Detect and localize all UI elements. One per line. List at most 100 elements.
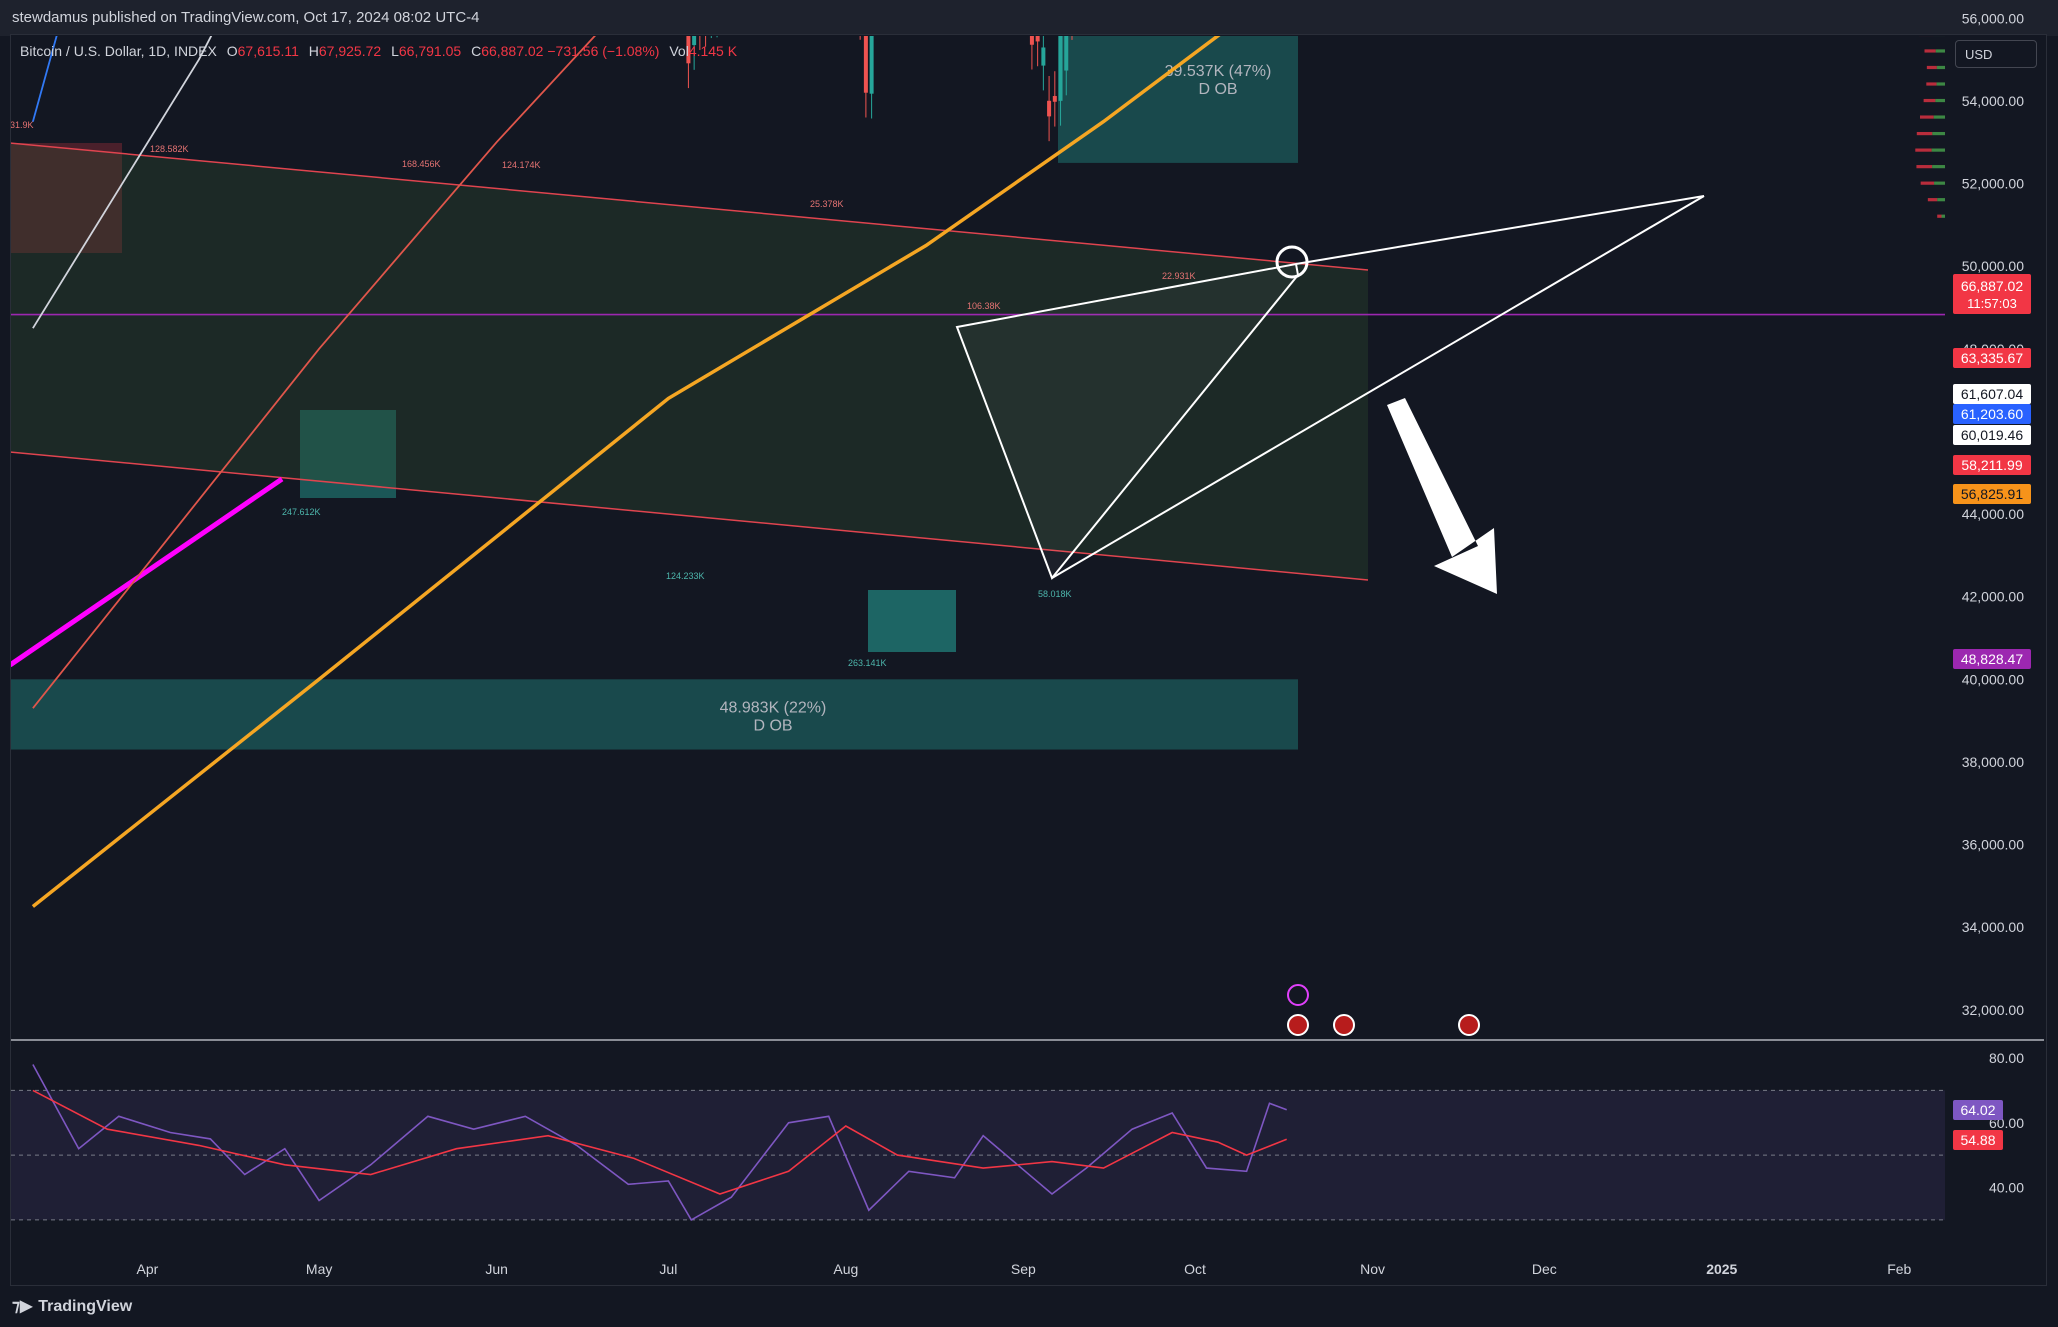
price-level-badge	[1953, 348, 2031, 368]
volume-profile-bar	[1926, 82, 1937, 86]
price-level-badge	[1953, 425, 2031, 445]
zone-sublabel: D OB	[1198, 81, 1237, 98]
price-axis-tick: 50,000.00	[1962, 258, 2024, 274]
price-axis-tick: 38,000.00	[1962, 754, 2024, 770]
rsi-value-badge	[1953, 1100, 2003, 1120]
price-level-badge	[1953, 484, 2031, 504]
candle-body	[709, 0, 713, 13]
tradingview-brand: TradingView	[38, 1298, 133, 1315]
close-value: 66,887.02 −731.56 (−1.08%)	[481, 43, 660, 59]
time-axis-tick: Nov	[1360, 1261, 1385, 1277]
volume-profile-bar	[1919, 36, 1934, 37]
supply-box	[11, 143, 122, 253]
time-axis-tick: Oct	[1184, 1261, 1206, 1277]
price-level-badge	[1953, 455, 2031, 475]
volume-label: 128.582K	[150, 144, 189, 154]
volume-profile-bar	[1935, 49, 1945, 53]
order-block-zone	[1058, 36, 1298, 163]
time-axis-tick: 2025	[1706, 1261, 1737, 1277]
volume-profile-bar	[1937, 214, 1942, 218]
rsi-signal-line	[32, 1089, 1287, 1195]
volume-profile-bar	[1916, 165, 1933, 169]
volume-label: 22.931K	[1162, 271, 1196, 281]
wedge-upper-projection	[1295, 195, 1705, 265]
candle-body	[1058, 36, 1063, 101]
price-axis-tick: 54,000.00	[1962, 93, 2024, 109]
candle-body	[681, 0, 685, 2]
price-level-badge-label: 61,607.04	[1961, 386, 2023, 402]
currency-button[interactable]: USD	[1955, 40, 2037, 68]
open-value: 67,615.11	[237, 43, 299, 59]
volume-profile-bar	[1932, 165, 1945, 169]
low-label: L	[391, 43, 399, 59]
price-axis-tick: 40,000.00	[1962, 671, 2024, 687]
publisher-line: stewdamus published on TradingView.com, …	[12, 9, 480, 26]
price-level-badge-label: 63,335.67	[1961, 350, 2023, 366]
volume-profile-bar	[1932, 131, 1945, 136]
price-axis-tick: 34,000.00	[1962, 919, 2024, 935]
rsi-signal-label: 54.88	[1960, 1132, 1995, 1148]
volume-label: 58.018K	[1038, 589, 1072, 599]
time-axis-tick: Apr	[137, 1261, 159, 1277]
candle-body	[1070, 8, 1074, 15]
order-block-zone	[11, 679, 1298, 750]
candle-body	[863, 36, 868, 93]
tradingview-logo: ⁊▶ TradingView	[12, 1296, 132, 1316]
volume-profile-bar	[1920, 115, 1934, 119]
close-label: C	[471, 43, 482, 59]
volume-label: 263.141K	[848, 658, 887, 668]
low-value: 66,791.05	[398, 43, 462, 59]
price-level-badge-label: 56,825.91	[1961, 486, 2023, 502]
zone-label: 48.983K (22%)	[720, 699, 827, 716]
volume-profile-bar	[1931, 148, 1945, 152]
price-axis-tick: 52,000.00	[1962, 176, 2024, 192]
volume-profile-bar	[1941, 214, 1945, 218]
current-price-label: 66,887.02	[1961, 278, 2023, 294]
volume-label: 31.9K	[10, 120, 34, 130]
earnings-event-icon[interactable]	[1287, 984, 1309, 1006]
price-level-badge-label: 48,828.47	[1961, 651, 2023, 667]
candle-body	[704, 0, 708, 22]
time-axis-tick: Jul	[659, 1261, 677, 1277]
candle-body	[858, 0, 862, 15]
price-axis-tick: 32,000.00	[1962, 1002, 2024, 1018]
price-level-badge	[1953, 384, 2031, 404]
volume-profile-bar	[1926, 65, 1937, 70]
candle-body	[869, 36, 874, 94]
volume-profile-bar	[1937, 198, 1945, 202]
volume-profile-bar	[1930, 16, 1945, 19]
price-level-badge	[1953, 404, 2031, 424]
time-axis-tick: Jun	[485, 1261, 508, 1277]
time-axis-tick: Aug	[833, 1261, 858, 1277]
volume-label: 124.233K	[666, 571, 705, 581]
volume-profile-bar	[1935, 98, 1945, 103]
volume-label: 106.38K	[967, 301, 1001, 311]
candle-body	[715, 0, 719, 13]
magenta-trendline	[11, 476, 284, 668]
open-label: O	[226, 43, 238, 59]
high-value: 67,925.72	[318, 43, 382, 59]
rsi-axis-tick: 40.00	[1989, 1180, 2024, 1196]
volume-profile-bar	[1915, 148, 1932, 152]
channel-upper-line	[11, 142, 1369, 271]
candle-body	[1029, 36, 1034, 45]
candle-body	[1064, 36, 1069, 71]
price-level-badge	[1953, 649, 2031, 669]
demand-box	[868, 590, 956, 652]
us-flag-event-icon[interactable]	[1458, 1014, 1480, 1036]
candle-body	[1035, 36, 1040, 42]
moving-average-line	[31, 36, 1221, 908]
zone-sublabel: D OB	[753, 717, 792, 734]
symbol-legend: Bitcoin / U.S. Dollar, 1D, INDEX O67,615…	[20, 43, 737, 59]
high-label: H	[308, 43, 319, 59]
volume-value: 4.145 K	[688, 43, 738, 59]
rsi-signal-badge	[1953, 1130, 2003, 1150]
current-price-badge	[1953, 274, 2031, 314]
us-flag-event-icon[interactable]	[1333, 1014, 1355, 1036]
volume-label: 25.378K	[810, 199, 844, 209]
us-flag-event-icon[interactable]	[1287, 1014, 1309, 1036]
zone-label: 39.537K (47%)	[1165, 63, 1272, 80]
volume-profile-bar	[1911, 16, 1930, 19]
price-axis-tick: 56,000.00	[1962, 10, 2024, 26]
